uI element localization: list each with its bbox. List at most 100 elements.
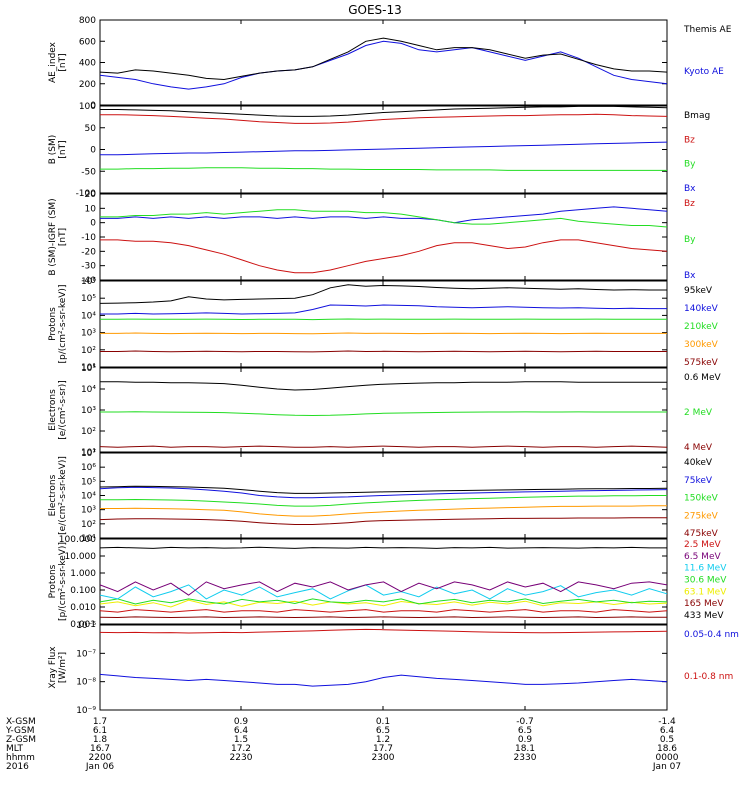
y-tick-label: 20 xyxy=(85,190,97,200)
series-line-165-mev xyxy=(99,616,667,619)
panel-electrons1: 10⁵ 10⁴ 10³ 10² 10¹ Electrons [e/(cm²-s-sr)] 0.… xyxy=(48,364,721,458)
ephemeris-row: 2016 Jan 06 Jan 07 xyxy=(6,762,681,772)
legend-entry: 40keV xyxy=(684,458,713,468)
ephemeris-value: 2230 xyxy=(230,753,253,763)
panel-bigrf: 20 10 0 -10 -20 -30 -40 B (SM)-IGRF (SM) [nT] Bz B… xyxy=(48,190,696,286)
y-axis-label: [e/(cm²-s-sr-keV)] xyxy=(58,456,68,535)
y-tick-label: 600 xyxy=(79,37,96,47)
legend-entry: 150keV xyxy=(684,494,719,504)
legend-entry: By xyxy=(684,160,696,170)
series-line-210kev xyxy=(100,318,667,321)
legend-entry: Themis AE xyxy=(683,25,732,35)
y-tick-label: 10⁵ xyxy=(81,294,96,304)
y-tick-label: 10⁴ xyxy=(81,311,96,321)
ephemeris-value: 17.2 xyxy=(231,744,251,754)
ephemeris-value: 17.7 xyxy=(373,744,393,754)
y-tick-label: 0 xyxy=(90,101,96,111)
legend-entry: 75keV xyxy=(684,476,713,486)
ephemeris-value: 6.4 xyxy=(660,726,675,736)
series-line-150kev xyxy=(100,495,667,507)
series-line-140kev xyxy=(100,304,667,315)
y-tick-label: -10 xyxy=(81,233,96,243)
y-tick-label: 10¹ xyxy=(81,534,96,544)
y-tick-label: 10³ xyxy=(81,506,96,516)
y-tick-label: 10¹ xyxy=(81,448,96,458)
ephemeris-value: 1.5 xyxy=(234,735,248,745)
y-tick-label: 0.001 xyxy=(70,620,96,630)
series-line-kyoto-ae xyxy=(99,40,668,90)
y-tick-label: 10.000 xyxy=(65,552,97,562)
legend-entry: 95keV xyxy=(684,286,713,296)
panel-frame xyxy=(99,19,668,106)
legend-entry: 433 MeV xyxy=(684,611,724,621)
y-tick-label: 10² xyxy=(81,427,96,437)
y-tick-label: -20 xyxy=(81,247,96,257)
legend-entry: 30.6 MeV xyxy=(684,576,727,586)
ephemeris-value: 0000 xyxy=(656,753,679,763)
series-line-by xyxy=(100,167,667,171)
y-tick-label: 100 xyxy=(79,102,96,112)
y-tick-label: 100.000 xyxy=(59,535,96,545)
ephemeris-value: 6.4 xyxy=(234,726,249,736)
legend-entry: 475keV xyxy=(684,529,719,539)
series-line-themis-ae xyxy=(99,37,668,81)
y-tick-label: 0.100 xyxy=(70,586,96,596)
y-tick-label: 50 xyxy=(85,124,97,134)
y-tick-label: 10⁵ xyxy=(81,364,96,374)
ephemeris-value: 2200 xyxy=(89,753,112,763)
legend-entry: Bx xyxy=(684,271,696,281)
legend-entry: Kyoto AE xyxy=(684,67,724,77)
legend-entry: 2.5 MeV xyxy=(684,540,721,550)
y-tick-label: 10 xyxy=(85,204,97,214)
legend-entry: By xyxy=(684,235,696,245)
y-axis-label: [nT] xyxy=(58,228,68,246)
series-line-6-5-mev xyxy=(99,581,668,596)
y-tick-label: 10⁴ xyxy=(81,492,96,502)
y-tick-label: 10⁻⁹ xyxy=(76,706,96,716)
legend-entry: 63.1 MeV xyxy=(684,587,727,597)
ephemeris-value: 0.5 xyxy=(660,735,674,745)
series-line-11-6-mev xyxy=(99,584,668,600)
ephemeris-value: 16.7 xyxy=(90,744,110,754)
y-axis-label: [p/(cm²-s-sr-keV)] xyxy=(58,542,68,621)
y-tick-label: 10⁶ xyxy=(81,277,96,287)
ephemeris-row: MLT 16.7 17.2 17.7 18.1 18.6 xyxy=(6,744,677,754)
ephemeris-value: 0.1 xyxy=(376,717,390,727)
y-axis-label: [nT] xyxy=(58,53,68,71)
ephemeris-value: 2300 xyxy=(372,753,395,763)
y-tick-label: -30 xyxy=(81,262,96,272)
series-line-40kev xyxy=(99,485,668,494)
ephemeris-value: 18.6 xyxy=(657,744,677,754)
y-axis-label: Protons xyxy=(48,307,58,341)
y-tick-label: 0 xyxy=(90,146,96,156)
ephemeris-value: 0.9 xyxy=(518,735,533,745)
panel-frame xyxy=(99,624,668,711)
panel-protons2: 100.000 10.000 1.000 0.100 0.010 0.001 Protons… xyxy=(48,535,727,630)
series-line-bz xyxy=(100,113,668,124)
ephemeris-value: 2330 xyxy=(514,753,537,763)
y-axis-label: B (SM) xyxy=(48,135,58,165)
ephemeris-label: Y-GSM xyxy=(5,726,34,736)
y-axis-label: Xray Flux xyxy=(48,646,58,689)
legend-entry: 0.05-0.4 nm xyxy=(684,630,739,640)
series-line-2-5-mev xyxy=(99,609,668,613)
ephemeris-row: hhmm 2200 2230 2300 2330 0000 xyxy=(6,753,679,763)
legend-entry: 275keV xyxy=(684,511,719,521)
ephemeris-value: 0.9 xyxy=(234,717,249,727)
y-tick-label: 10⁻⁶ xyxy=(76,621,96,631)
panel-bsm: 100 50 0 -50 -100 B (SM) [nT] Bmag Bz By Bx xyxy=(48,102,710,199)
series-line-300kev xyxy=(100,332,667,335)
ephemeris-label: hhmm xyxy=(6,753,35,763)
series-line-bx xyxy=(100,141,668,156)
ephemeris-label: MLT xyxy=(6,744,24,754)
ephemeris-label: 2016 xyxy=(6,762,29,772)
ephemeris-value: 18.1 xyxy=(515,744,535,754)
legend-entry: 6.5 MeV xyxy=(684,552,721,562)
legend-entry: 2 MeV xyxy=(684,408,713,418)
series-line-30-6-mev xyxy=(99,598,668,605)
y-tick-label: 0.010 xyxy=(70,603,96,613)
y-axis-label: B (SM)-IGRF (SM) xyxy=(48,198,58,275)
panel-electrons2: 10⁷ 10⁶ 10⁵ 10⁴ 10³ 10² 10¹ Electrons [e/(cm²-s-… xyxy=(48,449,719,544)
y-axis-label: [p/(cm²-s-sr-keV)] xyxy=(58,285,68,364)
